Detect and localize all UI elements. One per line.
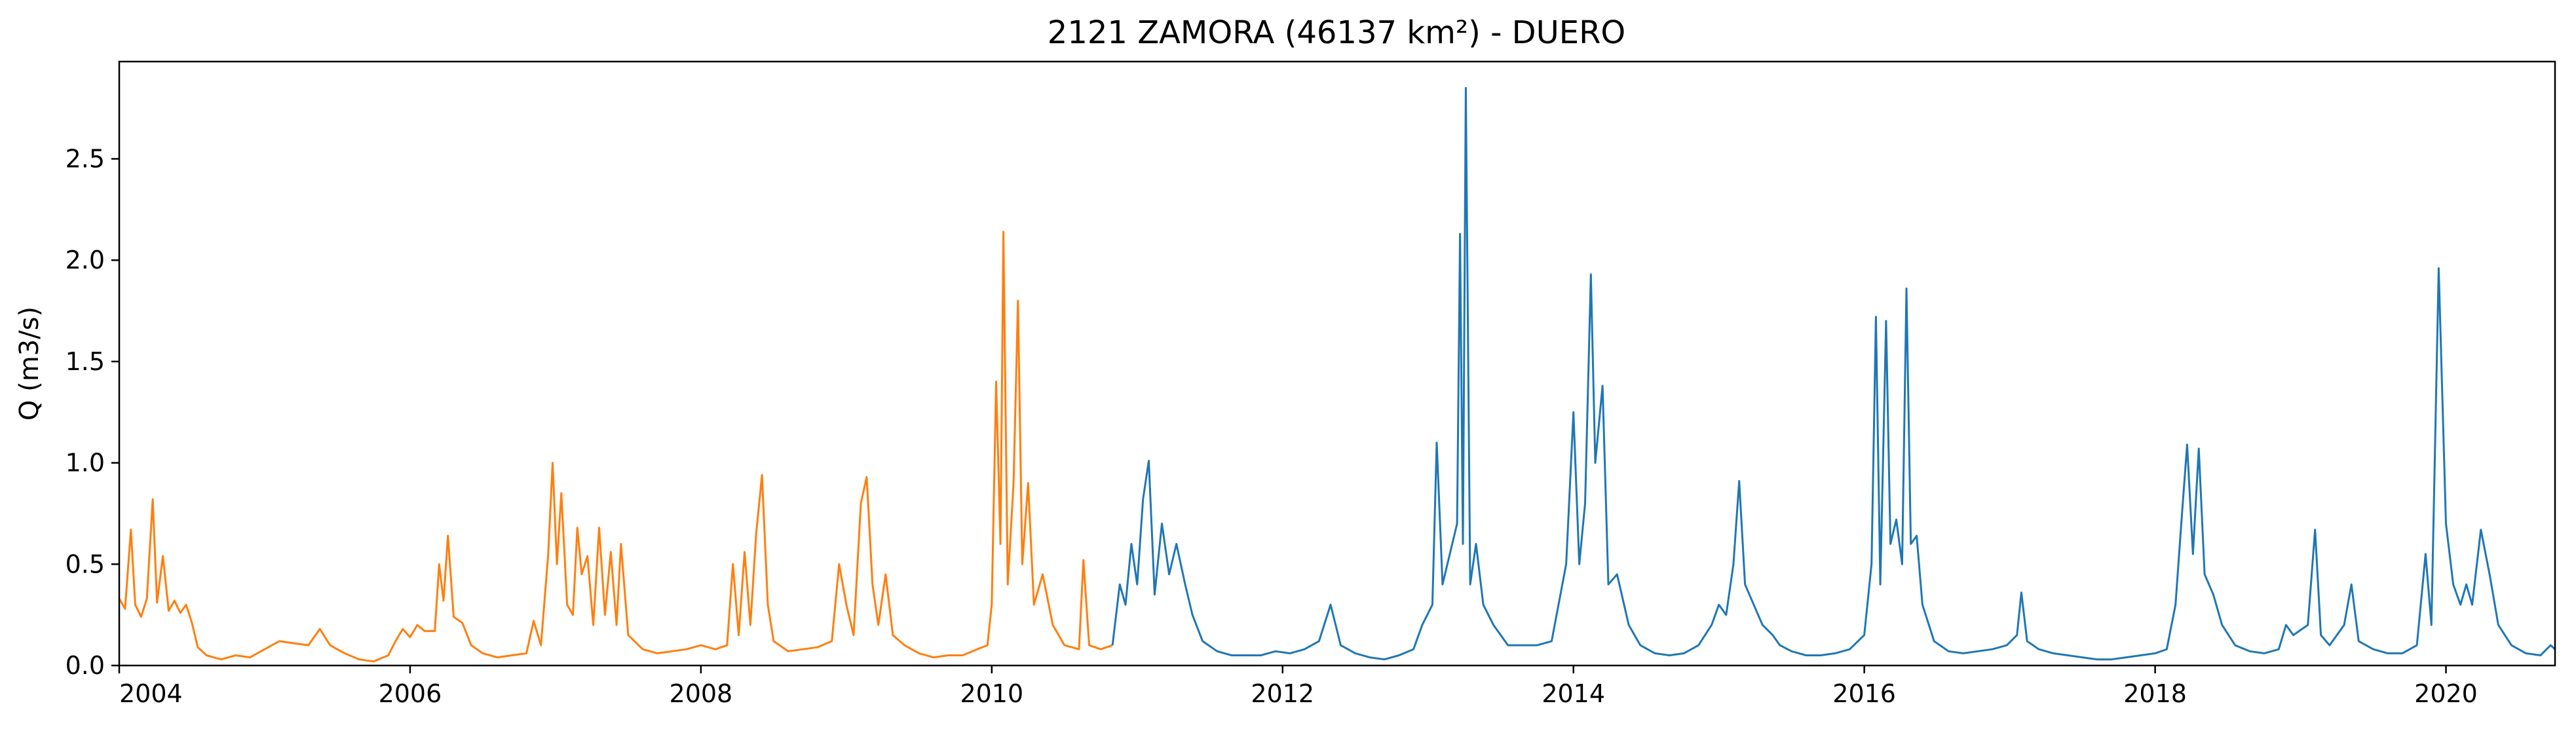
x-tick-label-2018: 2018 bbox=[2123, 679, 2187, 708]
series-line-0 bbox=[118, 231, 1113, 663]
x-tick-label-2016: 2016 bbox=[1832, 679, 1896, 708]
x-tick-label-2008: 2008 bbox=[670, 679, 733, 708]
x-tick-label-2006: 2006 bbox=[379, 679, 442, 708]
x-tick-label-2014: 2014 bbox=[1542, 679, 1605, 708]
y-tick-label-0.5: 0.5 bbox=[66, 550, 105, 578]
y-axis: 0.0 0.5 1.0 1.5 2.0 2.5 bbox=[66, 145, 119, 680]
y-tick-label-2.0: 2.0 bbox=[66, 246, 105, 274]
x-tick-label-2012: 2012 bbox=[1251, 679, 1314, 708]
x-tick-label-2020: 2020 bbox=[2414, 679, 2478, 708]
plot-frame bbox=[118, 60, 2556, 667]
y-tick-label-2.5: 2.5 bbox=[66, 145, 105, 174]
y-axis-title: Q (m3/s) bbox=[14, 307, 45, 421]
y-tick-label-1.5: 1.5 bbox=[66, 347, 105, 376]
series-layer bbox=[118, 86, 2556, 663]
y-tick-label-1.0: 1.0 bbox=[66, 449, 105, 478]
y-tick-label-0.0: 0.0 bbox=[66, 651, 105, 680]
x-tick-label-2010: 2010 bbox=[960, 679, 1023, 708]
x-tick-label-2004: 2004 bbox=[119, 679, 183, 708]
chart-title: 2121 ZAMORA (46137 km²) - DUERO bbox=[1048, 14, 1625, 51]
x-axis: 2004 2006 2008 2010 2012 2014 2016 2018 2020 bbox=[118, 665, 2478, 708]
series-line-1 bbox=[1111, 86, 2556, 661]
